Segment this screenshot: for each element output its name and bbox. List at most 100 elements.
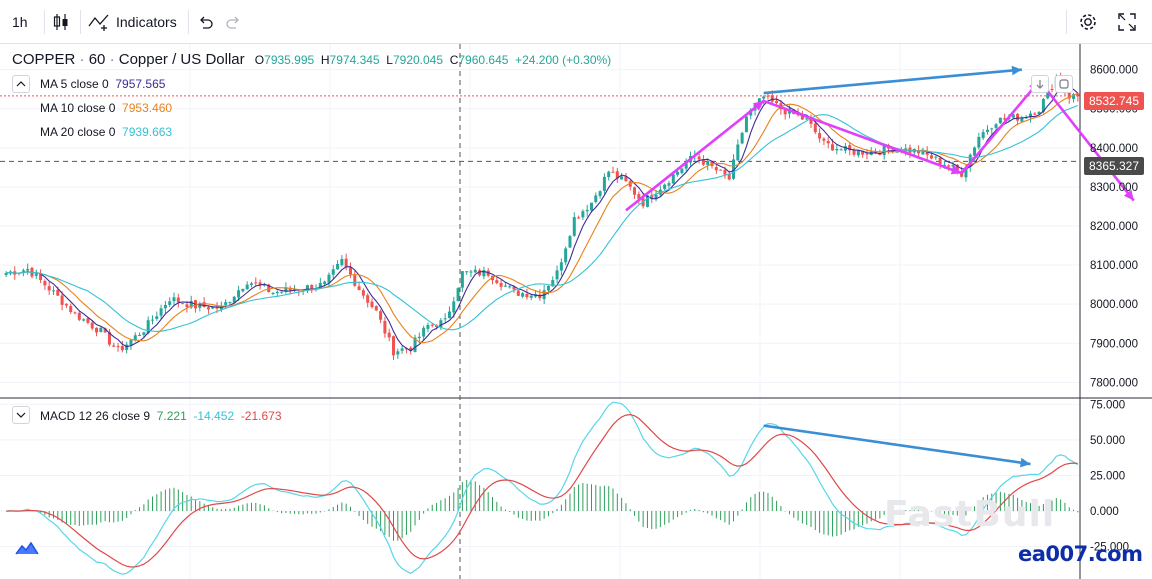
arrow-head: [1020, 457, 1031, 468]
redo-icon: [226, 16, 239, 29]
fastbull-watermark: FastBull: [884, 494, 1056, 535]
toolbar-divider: [1066, 10, 1067, 34]
candle: [1003, 118, 1007, 120]
chevron-down-icon: [16, 412, 26, 418]
candle: [947, 165, 951, 167]
annotation-arrow: [1046, 90, 1135, 202]
candle: [585, 209, 589, 212]
macd-collapse-button[interactable]: [12, 406, 30, 424]
candle: [615, 171, 619, 179]
candle: [981, 132, 985, 139]
candle: [568, 236, 572, 248]
candle: [331, 269, 335, 275]
candle: [120, 346, 124, 351]
candle: [379, 311, 383, 320]
ma10-legend[interactable]: MA 10 close 0 7953.460: [40, 101, 173, 115]
candle: [766, 95, 770, 97]
candle: [684, 163, 688, 169]
candle: [757, 98, 761, 105]
candle: [107, 332, 111, 345]
candle: [800, 115, 804, 120]
arrow-down-icon: [1036, 80, 1044, 89]
macd-tick-label: 25.000: [1090, 470, 1125, 482]
candle: [973, 147, 977, 156]
candle: [680, 168, 684, 173]
indicators-button[interactable]: Indicators: [88, 8, 177, 36]
macd-tick-label: 50.000: [1090, 435, 1125, 447]
candle: [882, 145, 886, 156]
top-toolbar: 1h Indicators: [0, 0, 1152, 44]
candle: [525, 293, 529, 298]
arrow-head: [950, 165, 962, 175]
ma5-legend[interactable]: MA 5 close 0 7957.565: [40, 77, 166, 91]
macd-tick-label: -25.000: [1090, 542, 1129, 554]
ohlc-values: O7935.995 H7974.345 L7920.045 C7960.645 …: [254, 53, 612, 67]
candle: [439, 320, 443, 328]
candle: [762, 96, 766, 99]
candle: [594, 195, 598, 203]
redo-button[interactable]: [226, 8, 242, 36]
candle: [499, 282, 503, 287]
candles: [4, 72, 1080, 361]
candle: [701, 159, 705, 165]
candle: [1028, 113, 1033, 118]
grid: [0, 44, 1152, 579]
candle: [577, 217, 581, 219]
candle: [460, 271, 464, 288]
candle: [852, 150, 856, 155]
candle: [714, 167, 718, 171]
price-tick-label: 8600.000: [1090, 65, 1138, 77]
candle: [925, 150, 929, 155]
candle: [930, 155, 934, 159]
candle: [1016, 113, 1020, 121]
price-tick-label: 8400.000: [1090, 143, 1138, 155]
candle: [998, 117, 1002, 124]
interval-button[interactable]: 1h: [12, 8, 28, 36]
undo-button[interactable]: [197, 8, 213, 36]
last-price-tag: 8532.745: [1084, 92, 1144, 110]
settings-button[interactable]: [1077, 8, 1099, 36]
candle: [977, 136, 981, 148]
macd-line: [6, 401, 1079, 575]
arrow-head: [1123, 189, 1134, 201]
legend-collapse-button[interactable]: [12, 75, 30, 93]
candle: [637, 194, 641, 199]
candle: [181, 303, 185, 305]
candle: [848, 145, 852, 151]
maximize-pane-button[interactable]: [1055, 75, 1073, 93]
move-down-button[interactable]: [1031, 75, 1049, 93]
candle: [831, 144, 835, 151]
fullscreen-button[interactable]: [1117, 8, 1137, 36]
candle: [64, 303, 68, 306]
candle: [775, 100, 779, 103]
candle: [370, 301, 374, 308]
candle: [964, 166, 968, 178]
candle: [142, 332, 146, 335]
candle: [168, 301, 172, 305]
candle: [241, 288, 245, 292]
candle: [865, 153, 869, 155]
chart-type-button[interactable]: [52, 8, 70, 36]
tradingview-logo[interactable]: [14, 538, 40, 556]
candle: [90, 322, 94, 329]
candle: [874, 150, 878, 154]
candle: [26, 268, 30, 271]
ma20-legend[interactable]: MA 20 close 0 7939.663: [40, 125, 173, 139]
candle: [650, 194, 654, 199]
chart-canvas[interactable]: 8600.0008500.0008400.0008300.0008200.000…: [0, 44, 1152, 579]
candle: [344, 258, 348, 267]
annotation-arrow: [763, 99, 963, 175]
candle: [77, 312, 81, 320]
annotation-arrow: [763, 68, 1023, 95]
candle: [60, 295, 64, 305]
candle: [478, 270, 482, 276]
macd-legend[interactable]: MACD 12 26 close 9 7.221 -14.452 -21.673: [40, 409, 282, 423]
macd-tick-label: 75.000: [1090, 399, 1125, 411]
candle: [1033, 113, 1037, 115]
symbol-name[interactable]: COPPER: [12, 51, 76, 68]
candle: [133, 335, 137, 341]
candle: [456, 288, 460, 302]
candle: [357, 286, 361, 291]
candle: [727, 174, 731, 180]
candle: [336, 263, 340, 270]
